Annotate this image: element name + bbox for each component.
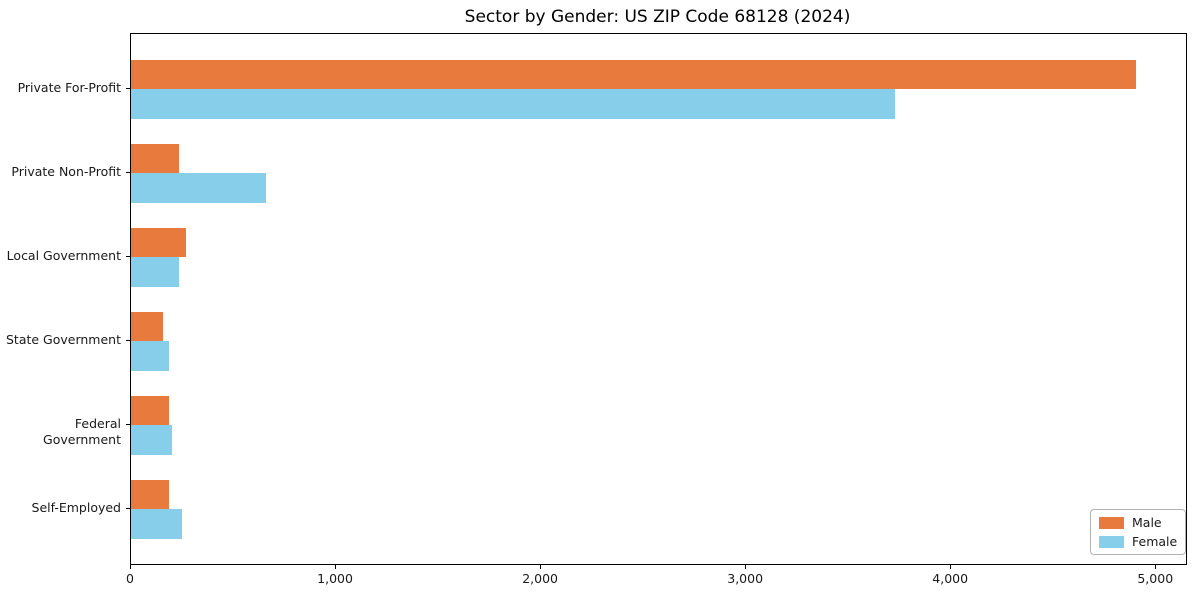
x-tick-label: 4,000 — [932, 571, 969, 586]
legend-entry-male: Male — [1099, 515, 1177, 530]
y-tick — [126, 340, 130, 341]
bar-male-0 — [131, 59, 1136, 89]
y-tick — [126, 424, 130, 425]
legend-swatch-female — [1099, 535, 1124, 548]
legend-label-female: Female — [1132, 534, 1178, 549]
bar-female-5 — [131, 509, 183, 539]
legend-swatch-male — [1099, 516, 1124, 529]
bar-female-4 — [131, 425, 172, 455]
y-tick-label: Self-Employed — [31, 500, 121, 515]
plot-area — [130, 33, 1187, 565]
x-tick — [745, 565, 747, 569]
bar-male-3 — [131, 311, 163, 341]
x-tick-label: 3,000 — [727, 571, 764, 586]
x-tick-label: 1,000 — [317, 571, 353, 586]
bar-female-1 — [131, 173, 267, 203]
x-tick — [540, 565, 542, 569]
y-tick-label: Local Government — [6, 248, 121, 263]
chart-title: Sector by Gender: US ZIP Code 68128 (202… — [464, 7, 851, 27]
y-tick — [126, 508, 130, 509]
x-tick — [335, 565, 337, 569]
y-tick — [126, 172, 130, 173]
x-tick — [1155, 565, 1157, 569]
y-tick — [126, 88, 130, 89]
legend: Male Female — [1090, 509, 1187, 555]
bar-male-2 — [131, 227, 187, 257]
bar-female-2 — [131, 257, 180, 287]
x-tick-label: 2,000 — [522, 571, 558, 586]
bar-male-4 — [131, 395, 169, 425]
y-tick-label: Federal Government — [43, 416, 121, 447]
x-tick-label: 0 — [126, 571, 134, 586]
y-tick-label: State Government — [5, 332, 121, 347]
bar-female-3 — [131, 341, 169, 371]
legend-label-male: Male — [1132, 515, 1162, 530]
y-tick — [126, 256, 130, 257]
bar-male-5 — [131, 479, 169, 509]
bar-male-1 — [131, 143, 180, 173]
x-tick — [950, 565, 952, 569]
bar-female-0 — [131, 89, 895, 119]
legend-entry-female: Female — [1099, 534, 1177, 549]
x-tick-label: 5,000 — [1137, 571, 1174, 586]
y-tick-label: Private Non-Profit — [11, 164, 121, 179]
y-tick-label: Private For-Profit — [17, 80, 121, 95]
x-tick — [130, 565, 131, 569]
